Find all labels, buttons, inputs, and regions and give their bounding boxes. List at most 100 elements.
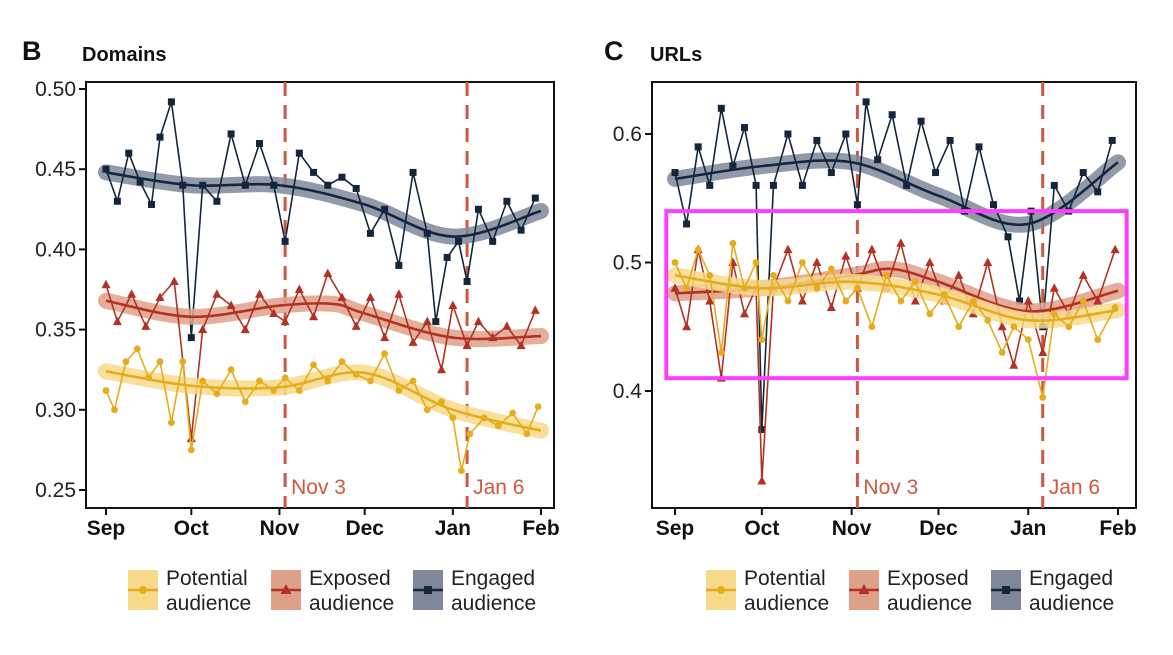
data-point-exposed-audience bbox=[783, 244, 793, 254]
data-point-potential-audience bbox=[156, 358, 164, 366]
data-point-engaged-audience bbox=[125, 149, 133, 157]
legend-label: audience bbox=[887, 592, 972, 615]
data-point-exposed-audience bbox=[757, 475, 767, 485]
data-point-engaged-audience bbox=[874, 156, 882, 164]
data-point-engaged-audience bbox=[409, 168, 417, 176]
data-point-exposed-audience bbox=[925, 257, 935, 266]
data-point-exposed-audience bbox=[797, 296, 807, 305]
chart-panel-urls: C URLs 0.4 0.5 0.6 Sep Oct Nov Dec Jan Feb Nov 3 Jan… bbox=[604, 36, 1137, 540]
legend-label: Engaged bbox=[451, 567, 535, 590]
data-point-exposed-audience bbox=[408, 337, 418, 346]
data-point-potential-audience bbox=[122, 358, 130, 366]
data-point-engaged-audience bbox=[102, 165, 110, 173]
data-point-potential-audience bbox=[409, 377, 417, 385]
x-tick-label: Feb bbox=[1099, 517, 1136, 540]
data-point-exposed-audience bbox=[1009, 360, 1019, 369]
y-tick-label: 0.40 bbox=[35, 238, 76, 261]
event-label: Nov 3 bbox=[863, 476, 918, 499]
data-point-potential-audience bbox=[969, 297, 977, 305]
data-point-exposed-audience bbox=[516, 340, 526, 350]
data-point-engaged-audience bbox=[199, 181, 207, 189]
data-point-potential-audience bbox=[758, 336, 766, 343]
data-point-exposed-audience bbox=[488, 332, 498, 342]
data-point-engaged-audience bbox=[842, 130, 850, 138]
data-point-engaged-audience bbox=[455, 237, 463, 245]
data-point-exposed-audience bbox=[294, 284, 304, 293]
data-point-engaged-audience bbox=[432, 318, 440, 326]
data-point-exposed-audience bbox=[212, 289, 222, 298]
data-point-engaged-audience bbox=[531, 194, 539, 202]
trend-line-potential-audience bbox=[105, 370, 542, 432]
data-point-exposed-audience bbox=[448, 300, 458, 310]
data-point-potential-audience bbox=[770, 271, 777, 279]
plot-frame bbox=[85, 81, 555, 509]
data-point-engaged-audience bbox=[1079, 169, 1087, 177]
legend-label: Potential bbox=[744, 567, 826, 590]
data-point-potential-audience bbox=[381, 350, 389, 358]
data-point-potential-audience bbox=[694, 246, 702, 254]
data-point-exposed-audience bbox=[1093, 296, 1103, 305]
data-point-engaged-audience bbox=[463, 277, 471, 285]
legend-label: Exposed bbox=[887, 567, 969, 590]
series-group bbox=[667, 98, 1126, 485]
x-tick-label: Dec bbox=[919, 517, 958, 540]
data-point-engaged-audience bbox=[769, 181, 777, 189]
data-point-engaged-audience bbox=[295, 149, 303, 157]
data-point-exposed-audience bbox=[280, 316, 290, 326]
data-point-potential-audience bbox=[984, 316, 992, 324]
legend-label: Exposed bbox=[309, 567, 391, 590]
data-point-potential-audience bbox=[1079, 297, 1087, 305]
data-point-exposed-audience bbox=[422, 316, 432, 326]
data-point-potential-audience bbox=[842, 297, 850, 305]
x-tick-label: Jan bbox=[435, 517, 471, 540]
legend-marker bbox=[1002, 586, 1010, 594]
data-point-potential-audience bbox=[438, 398, 445, 406]
data-point-engaged-audience bbox=[888, 111, 896, 119]
legend-label: audience bbox=[1029, 592, 1114, 615]
data-point-exposed-audience bbox=[198, 324, 208, 334]
data-point-exposed-audience bbox=[1023, 296, 1033, 305]
data-point-exposed-audience bbox=[983, 257, 993, 266]
data-point-engaged-audience bbox=[862, 98, 870, 106]
data-point-potential-audience bbox=[1065, 323, 1073, 331]
data-point-potential-audience bbox=[111, 406, 118, 414]
data-point-exposed-audience bbox=[394, 289, 404, 298]
data-point-engaged-audience bbox=[813, 136, 821, 144]
data-point-potential-audience bbox=[717, 349, 725, 356]
data-point-engaged-audience bbox=[706, 181, 714, 189]
legend-marker bbox=[717, 586, 725, 594]
data-point-engaged-audience bbox=[827, 169, 835, 177]
data-point-exposed-audience bbox=[910, 296, 920, 305]
data-point-exposed-audience bbox=[530, 305, 540, 314]
data-point-potential-audience bbox=[1010, 323, 1018, 331]
legend-label: Engaged bbox=[1029, 567, 1113, 590]
y-tick-label: 0.25 bbox=[35, 479, 76, 502]
event-label: Jan 6 bbox=[473, 476, 524, 499]
data-point-engaged-audience bbox=[270, 181, 278, 189]
data-point-engaged-audience bbox=[1050, 181, 1058, 189]
data-point-potential-audience bbox=[179, 358, 187, 366]
data-point-exposed-audience bbox=[240, 324, 250, 334]
data-point-exposed-audience bbox=[436, 364, 446, 374]
data-point-exposed-audience bbox=[169, 276, 179, 285]
data-point-exposed-audience bbox=[705, 296, 715, 305]
data-point-potential-audience bbox=[133, 345, 141, 353]
data-point-engaged-audience bbox=[489, 237, 497, 245]
data-point-potential-audience bbox=[509, 409, 516, 417]
data-point-potential-audience bbox=[457, 467, 465, 475]
data-point-engaged-audience bbox=[975, 143, 983, 151]
data-point-potential-audience bbox=[897, 297, 905, 305]
data-point-exposed-audience bbox=[351, 321, 361, 330]
data-point-engaged-audience bbox=[946, 136, 954, 144]
data-point-exposed-audience bbox=[141, 321, 151, 330]
data-point-engaged-audience bbox=[758, 426, 766, 434]
data-point-exposed-audience bbox=[1078, 270, 1088, 279]
data-point-engaged-audience bbox=[1016, 297, 1024, 305]
data-point-potential-audience bbox=[187, 446, 195, 454]
data-point-engaged-audience bbox=[113, 197, 121, 205]
y-tick-label: 0.5 bbox=[613, 252, 642, 275]
event-label: Jan 6 bbox=[1049, 476, 1100, 499]
